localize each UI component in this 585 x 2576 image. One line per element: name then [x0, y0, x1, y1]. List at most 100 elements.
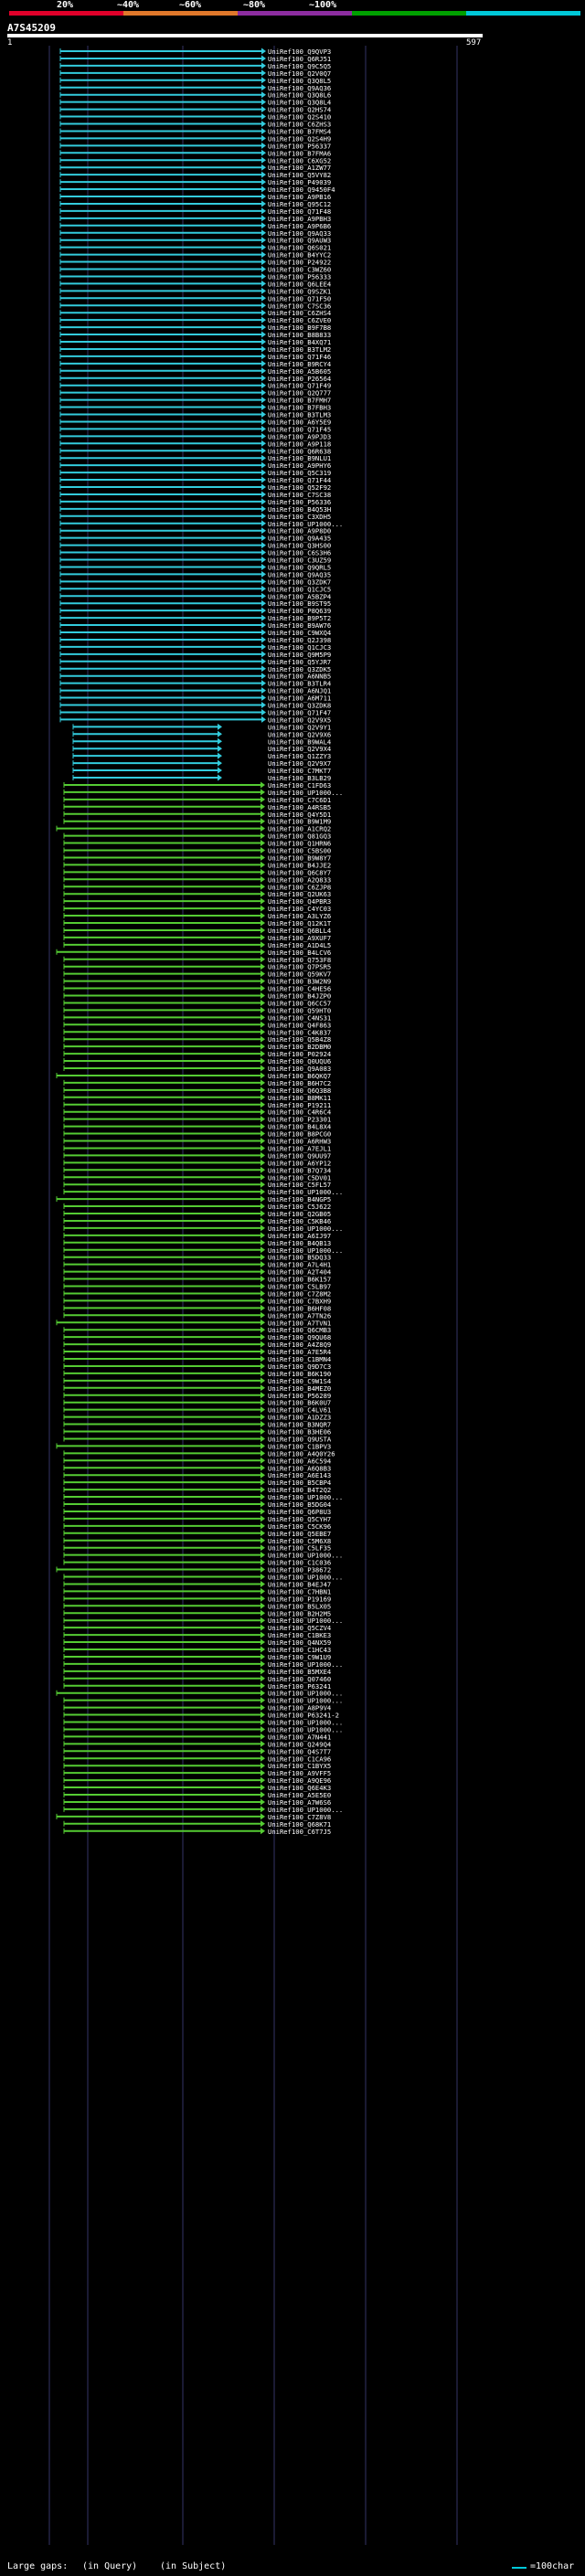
hit-end-arrow	[261, 1486, 265, 1493]
hit-end-arrow	[261, 483, 266, 491]
hit-label: UniRef100_C5CK96	[268, 1522, 331, 1531]
hit-row: UniRef100_C1BMN4	[63, 1355, 331, 1363]
hit-label: UniRef100_Q9AUW3	[268, 237, 331, 245]
hit-end-arrow	[261, 1646, 265, 1653]
hit-row: UniRef100_C4LV61	[63, 1406, 331, 1415]
hit-row: UniRef100_A3LYZ6	[63, 912, 331, 920]
hit-end-arrow	[261, 883, 265, 890]
hit-end-arrow	[261, 323, 266, 331]
hit-label: UniRef100_C5FL57	[268, 1181, 331, 1189]
hit-row: UniRef100_B4QB13	[63, 1239, 331, 1247]
hit-label: UniRef100_A7TN26	[268, 1311, 331, 1320]
hit-row: UniRef100_Q1CJC5	[59, 585, 331, 593]
hit-row: UniRef100_C6ZJP8	[63, 883, 331, 891]
hit-label: UniRef100_C7Z8V8	[268, 1813, 331, 1821]
hit-label: UniRef100_P24922	[268, 259, 331, 267]
hit-row: UniRef100_B2DBM0	[63, 1043, 331, 1051]
hit-label: UniRef100_A9VFF5	[268, 1769, 331, 1777]
hit-end-arrow	[261, 360, 266, 367]
hit-end-arrow	[261, 1806, 265, 1813]
hit-label: UniRef100_A4Z8Q9	[268, 1341, 331, 1349]
hit-label: UniRef100_B7FBH3	[268, 404, 331, 412]
hit-end-arrow	[261, 897, 265, 905]
hit-row: UniRef100_Q2V9Y1	[72, 723, 331, 731]
hit-row: UniRef100_C4R6C4	[63, 1108, 331, 1117]
hit-end-arrow	[261, 847, 265, 853]
hit-end-arrow	[261, 178, 266, 186]
hit-end-arrow	[261, 1166, 265, 1173]
hit-end-arrow	[261, 309, 266, 316]
hit-row: UniRef100_B6K0U7	[63, 1399, 331, 1407]
hit-end-arrow	[261, 1719, 265, 1725]
hit-label: UniRef100_C5KB46	[268, 1217, 331, 1225]
hit-label: UniRef100_B9RCY4	[268, 360, 331, 368]
hit-end-arrow	[261, 520, 266, 527]
hit-end-arrow	[261, 99, 266, 106]
hit-label: UniRef100_P56337	[268, 142, 331, 150]
hit-row: UniRef100_Q9AQ36	[59, 84, 331, 92]
hit-end-arrow	[261, 1144, 265, 1151]
hit-end-arrow	[261, 55, 266, 62]
hit-end-arrow	[261, 716, 266, 723]
hit-end-arrow	[261, 294, 266, 302]
hit-row: UniRef100_Q1CJC3	[59, 643, 331, 652]
hit-end-arrow	[261, 106, 266, 113]
subject-gap-label: (in Subject)	[160, 2561, 227, 2571]
hit-row: UniRef100_C7Z8M2	[63, 1289, 331, 1298]
hit-label: UniRef100_A7W6S6	[268, 1798, 331, 1807]
hit-end-arrow	[261, 563, 266, 570]
hit-label: UniRef100_Q9C5Q5	[268, 62, 331, 70]
hit-row: UniRef100_C3UZ59	[59, 557, 331, 565]
hit-end-arrow	[261, 251, 266, 259]
hit-row: UniRef100_B6QKQ7	[56, 1072, 331, 1080]
hit-end-arrow	[261, 84, 266, 91]
hit-label: UniRef100_C6ZJP8	[268, 883, 331, 891]
hit-end-arrow	[261, 1791, 265, 1798]
hit-end-arrow	[261, 69, 266, 77]
hit-end-arrow	[261, 1660, 265, 1668]
hit-label: UniRef100_UP1000...	[268, 1660, 343, 1669]
hit-label: UniRef100_UP1000...	[268, 1697, 343, 1705]
hit-row: UniRef100_C1BPV3	[56, 1442, 331, 1450]
hit-label: UniRef100_B4QB13	[268, 1239, 331, 1247]
hit-label: UniRef100_Q2S4H9	[268, 134, 331, 143]
hit-row: UniRef100_P02924	[63, 1050, 331, 1058]
hit-end-arrow	[261, 527, 266, 535]
hit-row: UniRef100_UP1000...	[63, 1552, 343, 1560]
hit-end-arrow	[261, 1530, 265, 1537]
hit-end-arrow	[261, 1108, 265, 1116]
hit-end-arrow	[261, 367, 266, 375]
hit-end-arrow	[261, 259, 266, 266]
hit-end-arrow	[261, 868, 265, 875]
hit-end-arrow	[261, 636, 266, 643]
hit-end-arrow	[261, 200, 266, 207]
hit-label: UniRef100_B7Q734	[268, 1166, 331, 1174]
hit-label: UniRef100_C5DV01	[268, 1173, 331, 1182]
hit-end-arrow	[261, 505, 266, 513]
hit-row: UniRef100_Q2V0Q7	[59, 69, 331, 78]
hit-row: UniRef100_P63241	[63, 1682, 331, 1691]
hit-label: UniRef100_C9W1U9	[268, 1653, 331, 1661]
hit-end-arrow	[261, 1232, 265, 1239]
query-start: 1	[7, 38, 13, 48]
hit-label: UniRef100_A5E5E0	[268, 1791, 331, 1799]
hit-end-arrow	[261, 1203, 265, 1210]
hit-end-arrow	[261, 1289, 265, 1297]
hit-label: UniRef100_Q3Q8L4	[268, 99, 331, 107]
hit-label: UniRef100_Q4F863	[268, 1021, 331, 1029]
hit-row: UniRef100_Q2UK63	[63, 890, 331, 898]
hit-row: UniRef100_C5J622	[63, 1203, 331, 1211]
hit-row: UniRef100_B6K190	[63, 1370, 331, 1378]
hit-end-arrow	[261, 1370, 265, 1377]
hit-row: UniRef100_Q6CMB3	[63, 1326, 331, 1334]
hit-label: UniRef100_A1DZZ3	[268, 1414, 331, 1422]
hit-label: UniRef100_C4NS31	[268, 1013, 331, 1022]
hit-label: UniRef100_B5CBP4	[268, 1479, 331, 1487]
hit-end-arrow	[261, 1304, 265, 1311]
hit-end-arrow	[261, 614, 266, 621]
hit-row: UniRef100_UP1000...	[63, 1617, 343, 1625]
hit-label: UniRef100_P23301	[268, 1116, 331, 1124]
hit-label: UniRef100_UP1000...	[268, 1690, 343, 1698]
hit-end-arrow	[261, 134, 266, 142]
hit-row: UniRef100_A7L4H1	[63, 1261, 331, 1269]
